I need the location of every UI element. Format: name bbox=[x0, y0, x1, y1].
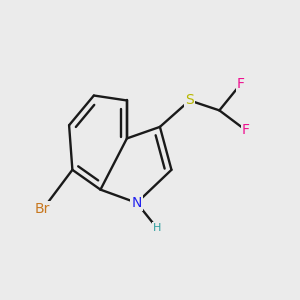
Text: N: N bbox=[132, 196, 142, 210]
Text: Br: Br bbox=[35, 202, 50, 216]
Text: S: S bbox=[185, 94, 194, 107]
Text: F: F bbox=[237, 77, 245, 91]
Text: H: H bbox=[152, 223, 161, 232]
Text: F: F bbox=[242, 123, 250, 137]
